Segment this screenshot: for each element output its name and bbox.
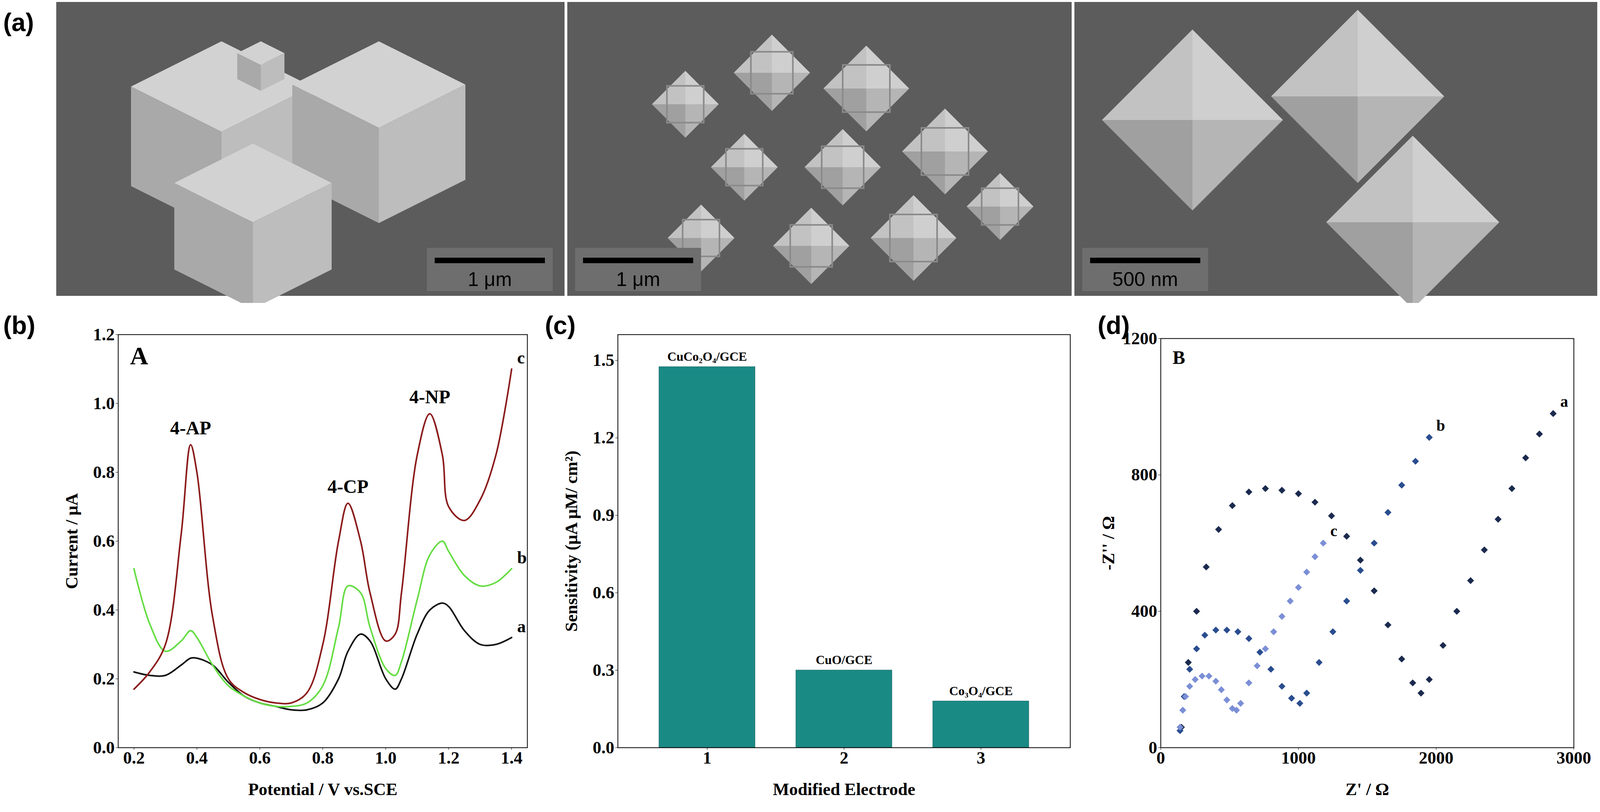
svg-text:2000: 2000 bbox=[1419, 748, 1454, 768]
svg-text:4-CP: 4-CP bbox=[327, 476, 369, 497]
html-text:(a): (a) bbox=[3, 8, 34, 37]
svg-text:0.9: 0.9 bbox=[592, 505, 615, 525]
svg-text:0.0: 0.0 bbox=[592, 738, 615, 758]
svg-text:0.3: 0.3 bbox=[592, 660, 615, 680]
svg-text:0: 0 bbox=[1148, 738, 1158, 758]
svg-text:4-NP: 4-NP bbox=[409, 386, 451, 408]
html-text:(c): (c) bbox=[544, 311, 576, 340]
svg-text:400: 400 bbox=[1131, 601, 1158, 621]
svg-text:A: A bbox=[130, 341, 149, 370]
svg-text:1.2: 1.2 bbox=[437, 748, 460, 768]
svg-text:0.2: 0.2 bbox=[123, 748, 145, 768]
svg-text:1.4: 1.4 bbox=[500, 748, 523, 768]
svg-text:a: a bbox=[1560, 392, 1569, 411]
svg-text:0.4: 0.4 bbox=[186, 748, 208, 768]
svg-text:Z' / Ω: Z' / Ω bbox=[1345, 779, 1390, 800]
svg-text:800: 800 bbox=[1131, 465, 1158, 485]
svg-text:3: 3 bbox=[976, 748, 986, 768]
svg-text:0.6: 0.6 bbox=[93, 531, 115, 551]
svg-text:a: a bbox=[517, 616, 526, 637]
svg-text:c: c bbox=[1330, 522, 1338, 540]
svg-text:1.5: 1.5 bbox=[592, 350, 615, 370]
svg-text:CuO/GCE: CuO/GCE bbox=[815, 652, 873, 667]
svg-text:1 μm: 1 μm bbox=[616, 268, 661, 291]
svg-text:0: 0 bbox=[1156, 748, 1166, 768]
svg-text:Current / μA: Current / μA bbox=[62, 492, 82, 589]
svg-text:1200: 1200 bbox=[1122, 328, 1158, 349]
svg-text:1.0: 1.0 bbox=[93, 393, 115, 414]
svg-text:1000: 1000 bbox=[1281, 748, 1316, 768]
html-text:(d): (d) bbox=[1097, 311, 1130, 340]
svg-text:3000: 3000 bbox=[1556, 748, 1592, 768]
svg-text:0.0: 0.0 bbox=[93, 738, 115, 758]
svg-text:0.4: 0.4 bbox=[93, 600, 115, 620]
svg-text:Potential / V vs.SCE: Potential / V vs.SCE bbox=[248, 779, 398, 800]
svg-text:-Z'' / Ω: -Z'' / Ω bbox=[1098, 516, 1119, 571]
svg-text:500 nm: 500 nm bbox=[1112, 268, 1179, 291]
svg-text:1.2: 1.2 bbox=[93, 324, 115, 345]
svg-text:b: b bbox=[1436, 416, 1445, 435]
svg-text:Modified Electrode: Modified Electrode bbox=[772, 779, 916, 800]
svg-text:b: b bbox=[517, 548, 527, 568]
svg-text:1 μm: 1 μm bbox=[467, 268, 512, 291]
svg-text:0.6: 0.6 bbox=[249, 748, 271, 768]
svg-text:Co₃O₄/GCE: Co₃O₄/GCE bbox=[949, 683, 1013, 698]
svg-text:0.8: 0.8 bbox=[311, 748, 334, 768]
svg-text:CuCo₂O₄/GCE: CuCo₂O₄/GCE bbox=[667, 349, 747, 364]
svg-text:0.2: 0.2 bbox=[93, 669, 115, 689]
svg-text:1.0: 1.0 bbox=[374, 748, 397, 768]
svg-text:Sensitivity (μA μM/ cm²): Sensitivity (μA μM/ cm²) bbox=[561, 450, 582, 632]
svg-text:1.2: 1.2 bbox=[592, 428, 615, 448]
svg-text:c: c bbox=[517, 348, 526, 368]
svg-text:0.8: 0.8 bbox=[93, 462, 115, 482]
svg-text:0.6: 0.6 bbox=[592, 583, 615, 603]
svg-text:2: 2 bbox=[839, 748, 849, 768]
svg-text:1: 1 bbox=[703, 748, 712, 768]
svg-text:B: B bbox=[1172, 346, 1186, 368]
svg-text:4-AP: 4-AP bbox=[170, 417, 212, 439]
html-text:(b): (b) bbox=[3, 311, 36, 340]
